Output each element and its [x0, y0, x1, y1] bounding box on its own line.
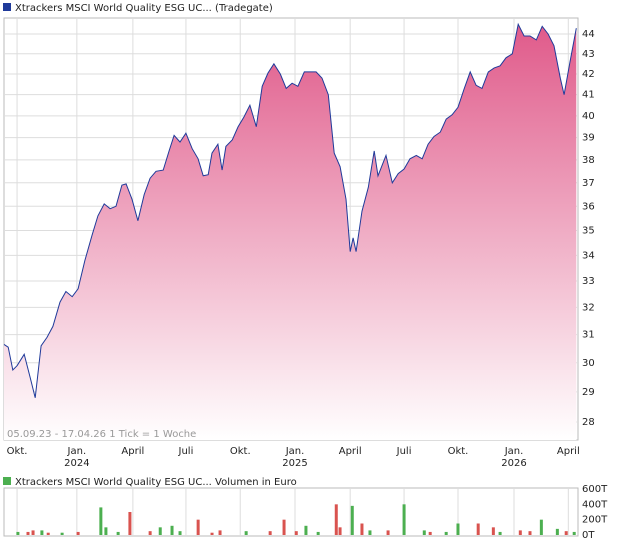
volume-bar — [104, 527, 108, 535]
volume-bar — [40, 530, 44, 535]
y-tick-label: 29 — [582, 387, 595, 398]
volume-bar — [338, 527, 342, 535]
volume-bar — [196, 519, 200, 535]
volume-bar — [218, 530, 222, 535]
volume-bar — [128, 512, 132, 535]
price-line — [3, 22, 577, 398]
volume-bar — [476, 523, 480, 535]
x-tick-label: Okt. — [7, 446, 28, 457]
volume-bar — [148, 531, 152, 535]
volume-bar — [518, 530, 522, 535]
x-tick-label: Okt. — [448, 446, 469, 457]
volume-bar — [334, 504, 338, 535]
plot-frame — [3, 487, 579, 537]
volume-bar — [539, 519, 543, 535]
volume-bar — [456, 523, 460, 535]
y-tick-label: 28 — [582, 417, 595, 428]
x-tick-label: April — [557, 446, 580, 457]
volume-bar — [428, 531, 432, 535]
x-tick-label: April — [339, 446, 362, 457]
x-tick-year: 2025 — [282, 458, 307, 469]
volume-bar — [402, 504, 406, 535]
x-tick-year: 2024 — [64, 458, 89, 469]
y-tick-label: 37 — [582, 178, 595, 189]
y-tick-label: 38 — [582, 155, 595, 166]
y-tick-label: 42 — [582, 69, 595, 80]
y-tick-label: 33 — [582, 276, 595, 287]
x-tick-year: 2026 — [501, 458, 526, 469]
volume-bar — [158, 527, 162, 535]
y-tick-label: 35 — [582, 225, 595, 236]
volume-bar — [491, 527, 495, 535]
volume-bar — [178, 531, 182, 535]
y-tick-label: 40 — [582, 111, 595, 122]
volume-bar — [170, 525, 174, 535]
y-tick-label: 31 — [582, 330, 595, 341]
legend-swatch — [3, 3, 11, 11]
volume-bar — [572, 531, 576, 535]
volume-bar — [528, 531, 532, 535]
y-tick-label: 43 — [582, 49, 595, 60]
y-tick-label: 41 — [582, 90, 595, 101]
volume-bar — [268, 531, 272, 535]
volume-bar — [498, 531, 502, 535]
x-tick-label: Jan. — [67, 446, 87, 457]
y-tick-label: 44 — [582, 29, 595, 40]
note: 05.09.23 - 17.04.26 1 Tick = 1 Woche — [7, 429, 196, 440]
volume-bar — [26, 531, 30, 535]
legend-label: Xtrackers MSCI World Quality ESG UC... (… — [15, 3, 273, 14]
x-tick-label: Okt. — [230, 446, 251, 457]
x-tick-label: Jan. — [285, 446, 305, 457]
volume-bar — [555, 528, 559, 535]
y-tick-label: 30 — [582, 358, 595, 369]
volume-bar — [368, 530, 372, 535]
legend-swatch — [3, 477, 11, 485]
volume-bar — [210, 532, 214, 535]
volume-bar — [444, 531, 448, 535]
area-fill — [4, 24, 577, 441]
y-tick-label: 34 — [582, 250, 595, 261]
y-tick-label: 32 — [582, 302, 595, 313]
volume-bar — [16, 531, 20, 535]
y-tick-label: 400T — [582, 499, 608, 510]
volume-bar — [244, 531, 248, 535]
volume-bar — [31, 530, 35, 535]
volume-bar — [350, 505, 354, 535]
volume-bar — [360, 523, 364, 535]
volume-bar — [422, 530, 426, 535]
y-tick-label: 36 — [582, 201, 595, 212]
volume-bar — [294, 531, 298, 535]
volume-bar — [282, 519, 286, 535]
legend-label: Xtrackers MSCI World Quality ESG UC... V… — [15, 477, 297, 488]
y-tick-label: 600T — [582, 484, 608, 495]
volume-bar — [116, 531, 120, 535]
volume-bar — [304, 525, 308, 535]
volume-bar — [76, 531, 80, 535]
x-tick-label: Jan. — [504, 446, 524, 457]
volume-bar — [60, 532, 64, 535]
volume-bar — [564, 531, 568, 535]
x-tick-label: Juli — [396, 446, 412, 457]
volume-bar — [99, 507, 103, 535]
y-tick-label: 200T — [582, 515, 608, 526]
x-tick-label: Juli — [178, 446, 194, 457]
volume-bar — [46, 532, 50, 535]
x-tick-label: April — [121, 446, 144, 457]
volume-bar — [316, 531, 320, 535]
volume-bar — [386, 530, 390, 535]
y-tick-label: 0T — [582, 530, 595, 541]
y-tick-label: 39 — [582, 133, 595, 144]
